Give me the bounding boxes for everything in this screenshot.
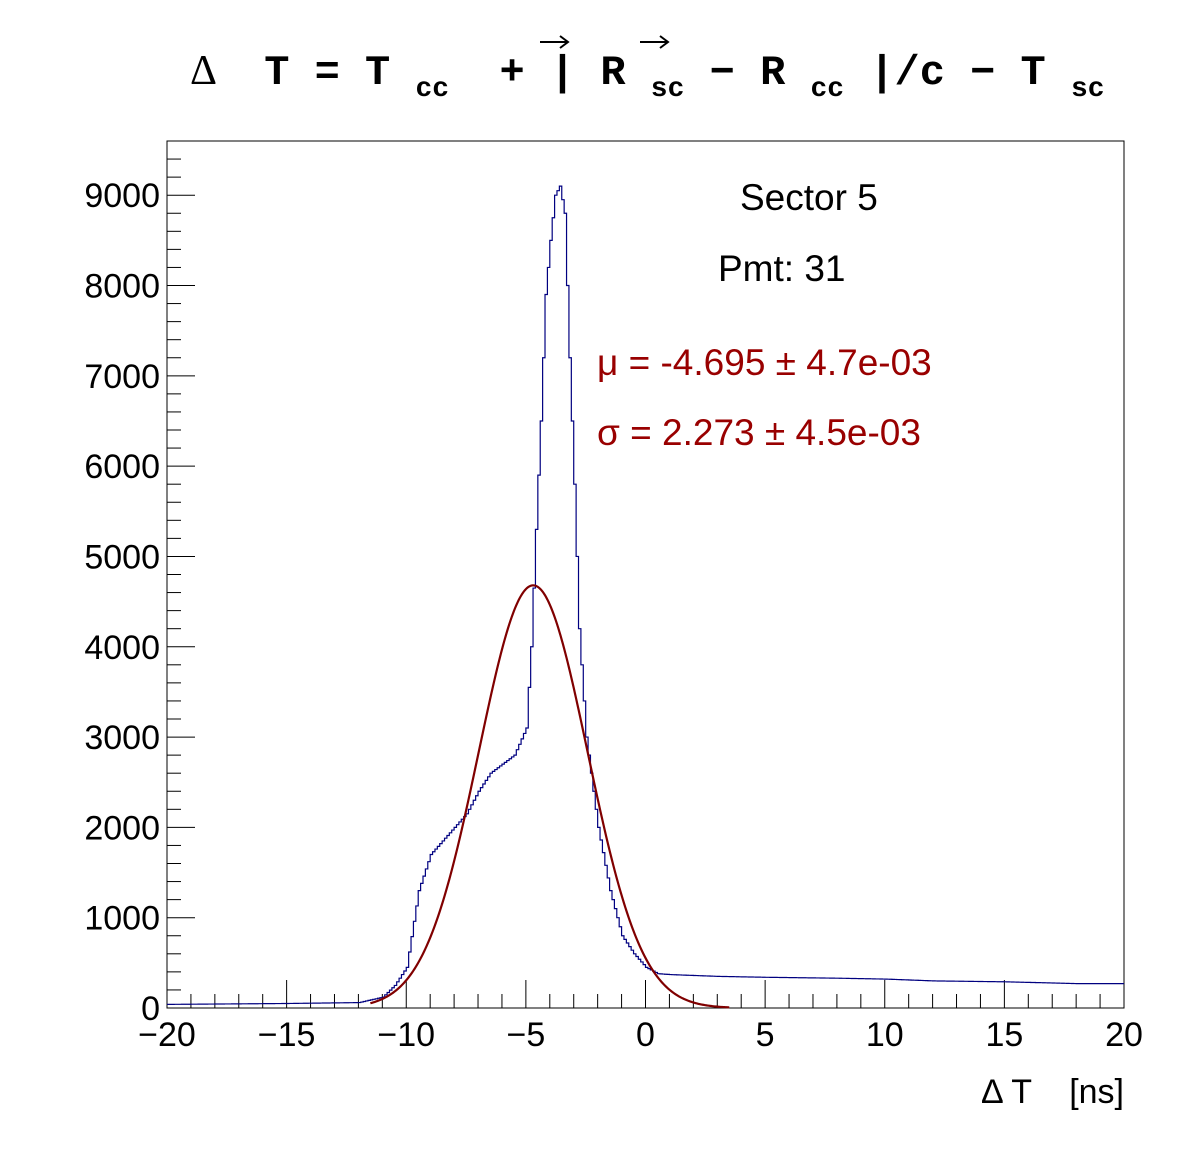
- x-tick-label: 20: [1105, 1016, 1143, 1054]
- title-vec-r-1: R: [600, 49, 626, 97]
- y-tick-label: 2000: [84, 809, 160, 847]
- chart-title: Δ T = T cc + | R sc − R cc |/c − T sc: [190, 48, 1105, 109]
- title-sub-1: cc: [415, 74, 449, 105]
- x-tick-label: −15: [258, 1016, 316, 1054]
- y-tick-label: 6000: [84, 448, 160, 486]
- y-tick-label: 9000: [84, 177, 160, 215]
- pmt-label: Pmt: 31: [718, 248, 846, 289]
- title-part-2: + |: [474, 49, 575, 97]
- mu-label: μ = -4.695 ± 4.7e-03: [597, 342, 932, 383]
- y-tick-label: 5000: [84, 538, 160, 576]
- vector-arrow-1: [540, 35, 570, 49]
- x-tick-label: 5: [756, 1016, 775, 1054]
- gaussian-fit-series: [370, 584, 730, 1009]
- gaussian-fit-line: [370, 584, 730, 1009]
- x-tick-label: 15: [985, 1016, 1023, 1054]
- title-vector-arrows: [540, 35, 670, 49]
- title-minus: −: [710, 49, 735, 97]
- y-tick-label: 0: [141, 990, 160, 1028]
- y-tick-label: 3000: [84, 719, 160, 757]
- y-tick-label: 1000: [84, 900, 160, 938]
- histogram-series: [167, 185, 1124, 1005]
- x-tick-label: 0: [636, 1016, 655, 1054]
- title-vec-r-2: R: [760, 49, 786, 97]
- x-tick-label: 10: [866, 1016, 904, 1054]
- y-tick-label: 7000: [84, 358, 160, 396]
- title-part-1: T = T: [264, 49, 390, 97]
- y-tick-label: 8000: [84, 268, 160, 306]
- sigma-label: σ = 2.273 ± 4.5e-03: [597, 412, 921, 453]
- sector-label: Sector 5: [740, 177, 878, 218]
- title-sub-3: cc: [811, 74, 845, 105]
- histogram-line: [167, 185, 1124, 1005]
- y-tick-label: 4000: [84, 629, 160, 667]
- x-tick-label: −20: [138, 1016, 196, 1054]
- title-part-3: |/c − T: [869, 49, 1045, 97]
- vector-arrow-2: [640, 35, 670, 49]
- x-tick-label: −5: [506, 1016, 545, 1054]
- x-tick-label: −10: [377, 1016, 435, 1054]
- title-sub-4: sc: [1071, 74, 1105, 105]
- x-axis-label: Δ T [ns]: [981, 1073, 1124, 1111]
- title-sub-2: sc: [651, 74, 685, 105]
- axes: −20 −15 −10 −5 0 5 10 15 20 0 1000 2000 3000 4000 5000…: [84, 140, 1143, 1054]
- title-delta: Δ: [190, 48, 217, 94]
